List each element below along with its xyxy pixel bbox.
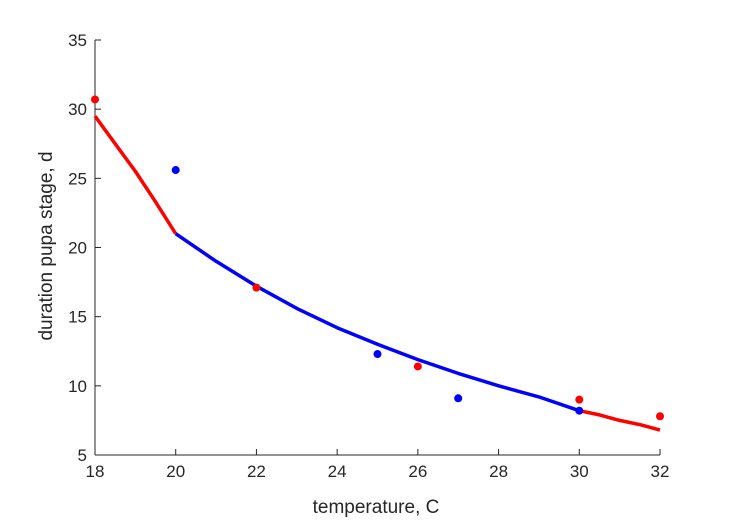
red-data-point <box>252 283 261 292</box>
y-tick-label: 10 <box>68 377 87 396</box>
x-tick-label: 18 <box>86 462 105 481</box>
y-tick-label: 30 <box>68 100 87 119</box>
red-data-point <box>413 362 422 371</box>
y-tick-label: 20 <box>68 239 87 258</box>
red-fit-curve <box>93 115 178 235</box>
x-tick-label: 28 <box>489 462 508 481</box>
y-tick-label: 5 <box>78 446 87 465</box>
y-axis-label: duration pupa stage, d <box>36 151 57 340</box>
blue-data-point <box>171 166 180 175</box>
red-fit-curve <box>578 408 661 432</box>
red-data-point <box>575 395 584 404</box>
x-tick-label: 32 <box>651 462 670 481</box>
x-tick-label: 24 <box>328 462 347 481</box>
x-axis-label: temperature, C <box>313 497 440 518</box>
y-tick-label: 15 <box>68 308 87 327</box>
x-tick-label: 22 <box>247 462 266 481</box>
fit-curves <box>93 115 661 432</box>
data-points <box>91 95 664 421</box>
y-tick-label: 35 <box>68 31 87 50</box>
blue-data-point <box>575 406 584 415</box>
y-tick-label: 25 <box>68 169 87 188</box>
blue-fit-curve <box>174 232 580 413</box>
axes: 18 20 22 24 26 28 30 32 5 10 15 20 25 30 35 <box>68 31 669 481</box>
blue-data-point <box>454 394 463 403</box>
x-tick-label: 20 <box>166 462 185 481</box>
x-tick-label: 26 <box>408 462 427 481</box>
x-tick-label: 30 <box>570 462 589 481</box>
red-data-point <box>91 95 99 104</box>
red-data-point <box>656 412 664 421</box>
blue-data-point <box>373 350 382 359</box>
